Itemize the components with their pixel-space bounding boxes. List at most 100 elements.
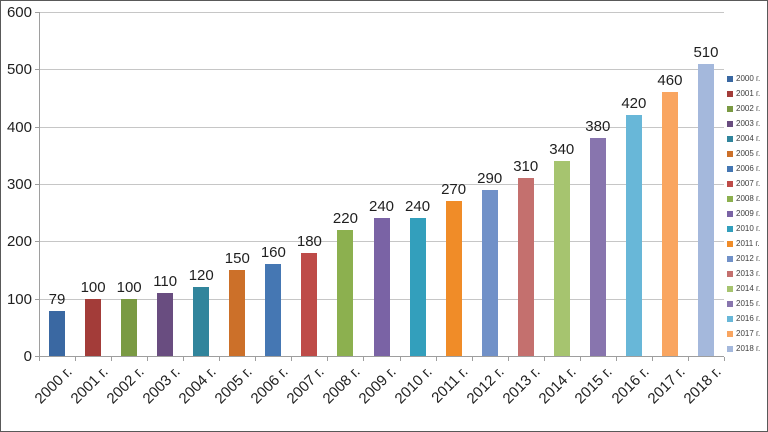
legend-label: 2008 г. [736,194,761,203]
legend-swatch [727,330,733,337]
y-tick-mark [35,184,39,185]
legend-swatch [727,90,733,97]
x-tick-label: 2018 г. [680,363,725,408]
legend-item: 2007 г. [727,176,767,191]
legend-item: 2014 г. [727,281,767,296]
bar-value-label: 79 [48,290,66,308]
x-tick-label: 2001 г. [67,363,112,408]
x-tick-label: 2009 г. [355,363,400,408]
x-tick-mark [291,357,293,361]
y-tick-label: 200 [6,233,32,251]
legend-swatch [727,225,733,232]
x-tick-mark [579,357,581,361]
bar-value-label: 340 [549,141,575,159]
bar [157,292,174,356]
bar-value-label: 270 [441,181,467,199]
legend-label: 2007 г. [736,179,761,188]
bar [625,115,642,356]
y-tick-label: 300 [6,176,32,193]
x-tick-mark [615,357,617,361]
legend-item: 2010 г. [727,221,767,236]
bar-value-label: 380 [585,118,611,136]
y-tick-label: 400 [6,118,32,136]
y-tick-mark [35,356,39,357]
legend: 2000 г. 2001 г. 2002 г. 2003 г. 2004 г. 2005 … [727,71,767,356]
legend-swatch [727,210,733,217]
gridline [39,126,724,128]
x-tick-label: 2007 г. [283,363,328,408]
x-tick-label: 2005 г. [211,363,256,408]
y-axis-line [39,12,40,356]
legend-label: 2009 г. [736,209,761,218]
legend-label: 2013 г. [736,269,761,278]
legend-swatch [727,105,733,112]
legend-label: 2006 г. [736,164,761,173]
bar-value-label: 150 [224,250,250,267]
x-tick-mark [75,357,77,361]
legend-swatch [727,285,733,292]
bar [373,218,390,356]
legend-label: 2010 г. [736,224,761,233]
y-tick-label: 0 [23,348,32,365]
x-tick-label: 2014 г. [535,363,581,408]
legend-item: 2018 г. [727,341,767,356]
bar-value-label: 510 [693,43,719,61]
legend-item: 2000 г. [727,71,767,86]
legend-item: 2015 г. [727,296,767,311]
bar-value-label: 290 [477,169,503,187]
legend-swatch [727,195,733,202]
gridline [39,12,724,13]
legend-label: 2014 г. [736,284,761,293]
y-tick-label: 600 [6,4,32,21]
legend-item: 2004 г. [727,131,767,146]
bar [193,287,210,356]
legend-label: 2011 г. [736,239,760,248]
bar [337,229,354,356]
x-tick-label: 2008 г. [319,363,364,408]
legend-label: 2015 г. [736,299,761,308]
legend-item: 2005 г. [727,146,767,161]
bar-value-label: 240 [368,198,395,216]
legend-label: 2012 г. [736,254,761,263]
x-tick-label: 2017 г. [644,363,689,408]
legend-item: 2016 г. [727,311,767,326]
x-tick-label: 2006 г. [247,363,292,408]
bar-value-label: 220 [332,209,358,227]
legend-item: 2012 г. [727,251,767,266]
x-tick-label: 2016 г. [608,363,653,408]
bar-value-label: 120 [188,267,214,285]
gridline [39,69,724,71]
legend-item: 2002 г. [727,101,767,116]
x-tick-mark [111,357,113,361]
legend-item: 2011 г. [727,236,767,251]
bar [409,218,426,356]
legend-swatch [727,135,733,142]
bar-value-label: 100 [80,278,106,296]
legend-label: 2016 г. [736,314,761,323]
bar [301,252,318,356]
x-tick-mark [147,357,149,361]
gridline [39,184,724,185]
x-tick-mark [651,357,653,361]
legend-item: 2006 г. [727,161,767,176]
legend-item: 2003 г. [727,116,767,131]
legend-swatch [727,300,733,307]
legend-swatch [727,150,733,157]
bar [661,92,678,356]
legend-item: 2017 г. [727,326,767,341]
bar [265,264,282,356]
legend-item: 2008 г. [727,191,767,206]
x-tick-mark [219,357,221,361]
bar-value-label: 310 [513,158,539,176]
bar-value-label: 160 [260,244,286,262]
x-tick-label: 2002 г. [103,363,148,408]
legend-label: 2004 г. [736,134,761,143]
x-tick-label: 2013 г. [499,363,545,408]
legend-swatch [727,180,733,187]
bar-value-label: 460 [657,72,683,90]
legend-label: 2002 г. [736,104,761,113]
bar [49,310,66,356]
legend-label: 2005 г. [736,149,761,158]
